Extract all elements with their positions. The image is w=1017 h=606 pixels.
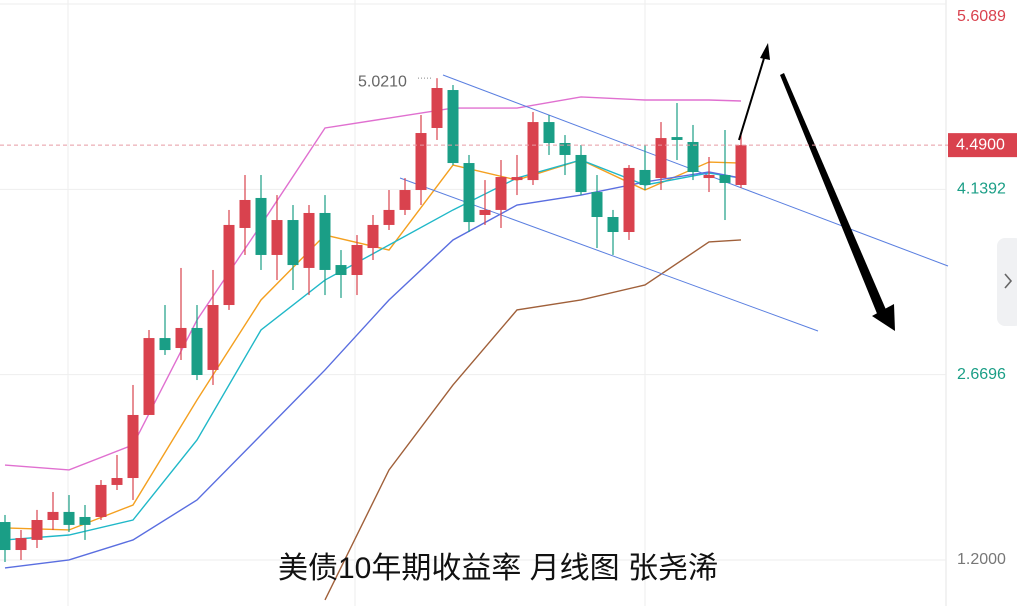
last-price-box — [948, 133, 1017, 158]
side-toggle-bg[interactable] — [997, 238, 1017, 326]
candle-body — [463, 163, 475, 223]
candle-body — [351, 244, 363, 276]
candle-body — [287, 220, 299, 266]
candle-body — [479, 209, 491, 215]
candle-body — [191, 327, 203, 375]
candle-body — [575, 154, 587, 193]
candle-body — [527, 122, 539, 181]
candle-body — [95, 484, 107, 517]
candle-body — [127, 414, 139, 479]
y-tick-label: 1.2000 — [957, 551, 1006, 568]
arrow-head — [760, 43, 770, 60]
candle-body — [255, 197, 267, 255]
candle-body — [447, 90, 459, 164]
candle-body — [591, 192, 603, 218]
candle-body — [15, 538, 27, 551]
candle-body — [495, 177, 507, 210]
arrow-down — [780, 73, 887, 316]
side-toggle[interactable] — [997, 238, 1017, 326]
y-tick-label: 2.6696 — [957, 366, 1006, 383]
chart-title: 美债10年期收益率 月线图 张尧浠 — [278, 552, 718, 585]
y-axis: 5.6089 4.1392 2.6696 1.2000 4.4900 — [0, 8, 1017, 568]
candle-body — [431, 88, 443, 128]
arrow-up — [738, 54, 766, 141]
candle-body — [511, 177, 523, 181]
max-label: 5.0210 — [358, 73, 407, 90]
ma-line — [324, 239, 742, 601]
y-tick-label: 5.6089 — [957, 8, 1006, 25]
candle-body — [367, 224, 379, 249]
y-tick-label: 4.1392 — [957, 181, 1006, 198]
candle-body — [671, 137, 683, 140]
candle-body — [47, 511, 59, 521]
candle-body — [559, 142, 571, 155]
candles: 5.0210 — [0, 73, 747, 562]
trend-lines — [399, 74, 949, 332]
candle-body — [303, 212, 315, 268]
candle-body — [719, 175, 731, 183]
candle-body — [63, 511, 75, 525]
candle-body — [111, 478, 123, 485]
candle-body — [175, 327, 187, 349]
last-price-label: 4.4900 — [956, 136, 1005, 153]
candle-body — [623, 167, 635, 233]
candle-body — [415, 133, 427, 191]
candle-body — [543, 122, 555, 143]
candle-body — [239, 199, 251, 228]
candle-body — [639, 169, 651, 185]
candle-body — [31, 520, 43, 540]
candle-body — [0, 522, 11, 551]
candle-body — [271, 220, 283, 255]
candle-body — [655, 138, 667, 179]
candle-body — [687, 141, 699, 172]
candle-body — [223, 224, 235, 306]
candle-body — [703, 175, 715, 179]
candle-body — [319, 212, 331, 270]
candle-body — [607, 217, 619, 233]
candle-body — [79, 516, 91, 525]
candle-body — [207, 305, 219, 370]
candle-body — [735, 145, 747, 185]
candle-body — [383, 209, 395, 225]
candle-body — [159, 338, 171, 351]
candle-body — [143, 338, 155, 415]
candle-body — [335, 265, 347, 276]
vertical-grid — [67, 0, 646, 606]
arrows — [738, 43, 895, 331]
candle-body — [399, 190, 411, 210]
arrow-head — [872, 304, 895, 331]
ma-line — [4, 96, 742, 471]
side-toggle-icon[interactable] — [1004, 273, 1013, 289]
grid — [0, 3, 946, 561]
trend-line — [399, 177, 819, 332]
